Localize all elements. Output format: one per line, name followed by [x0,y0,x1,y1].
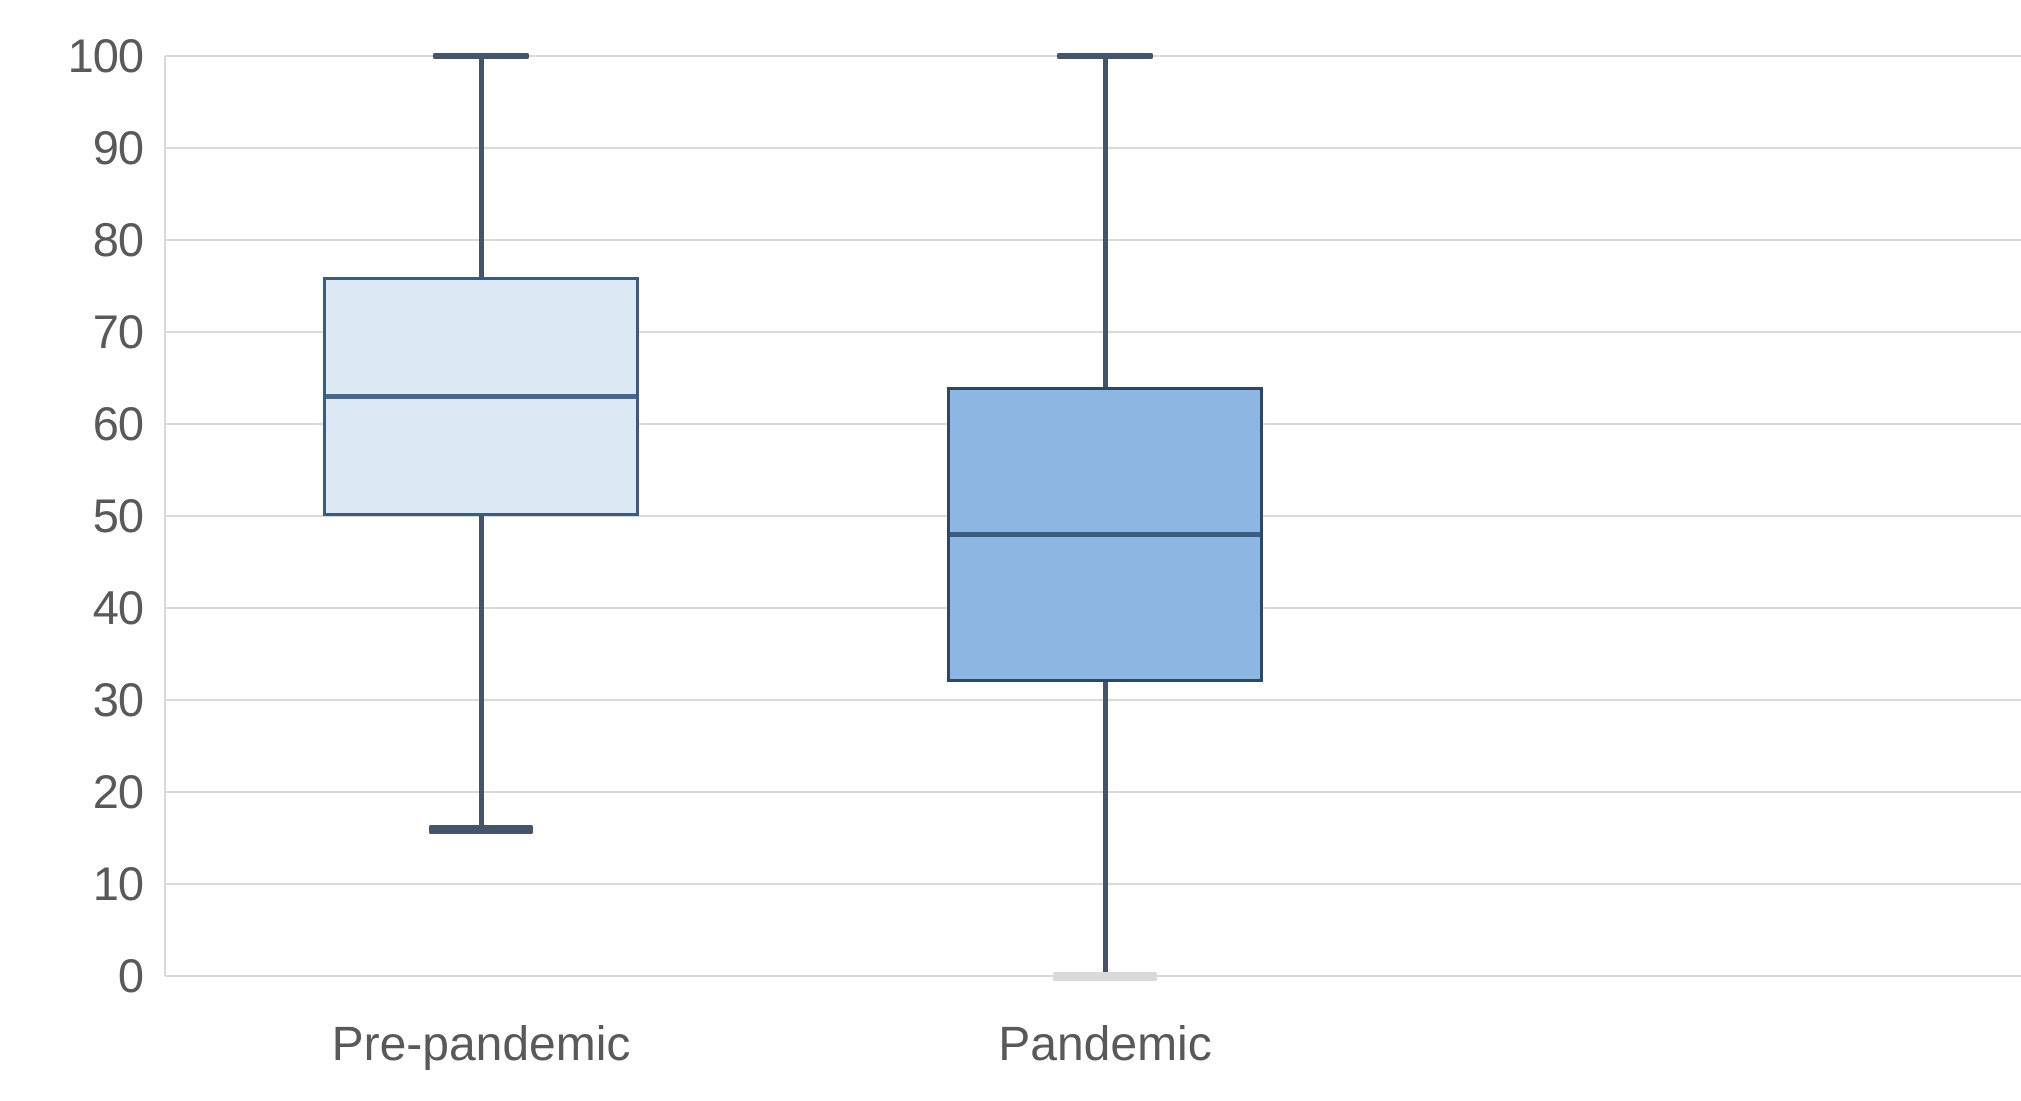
y-gridline [165,330,2021,334]
y-axis-line [163,56,167,976]
y-axis-tick-label: 70 [92,305,144,358]
lower-whisker-line [478,516,484,829]
upper-whisker-line [1102,56,1108,388]
y-axis-tick-label: 30 [92,673,144,726]
y-gridline [165,238,2021,242]
upper-whisker-line [478,56,484,277]
y-axis-tick-label: 100 [67,29,144,82]
category-label: Pre-pandemic [331,1018,631,1071]
y-axis-tick-label: 10 [92,857,144,910]
min-whisker-cap [1053,972,1157,981]
y-axis-tick-label: 50 [92,489,144,542]
y-axis-tick-label: 80 [92,213,144,266]
median-line [950,531,1260,537]
max-whisker-cap [433,53,529,59]
y-gridline [165,146,2021,150]
category-label: Pandemic [998,1018,1212,1071]
y-axis-tick-label: 90 [92,121,144,174]
y-axis-tick-label: 20 [92,765,144,818]
y-axis-tick-label: 40 [92,581,144,634]
y-gridline [165,790,2021,794]
y-axis-tick-label: 0 [117,949,144,1002]
y-axis-tick-label: 60 [92,397,144,450]
lower-whisker-line [1102,681,1108,976]
boxplot-chart: 0 10 20 30 40 50 60 70 80 90 100 Pre-pandemic Pandem… [40,16,2021,1085]
y-gridline [165,698,2021,702]
median-line [326,393,636,399]
y-gridline [165,882,2021,886]
min-whisker-cap [429,824,533,834]
max-whisker-cap [1057,53,1153,59]
